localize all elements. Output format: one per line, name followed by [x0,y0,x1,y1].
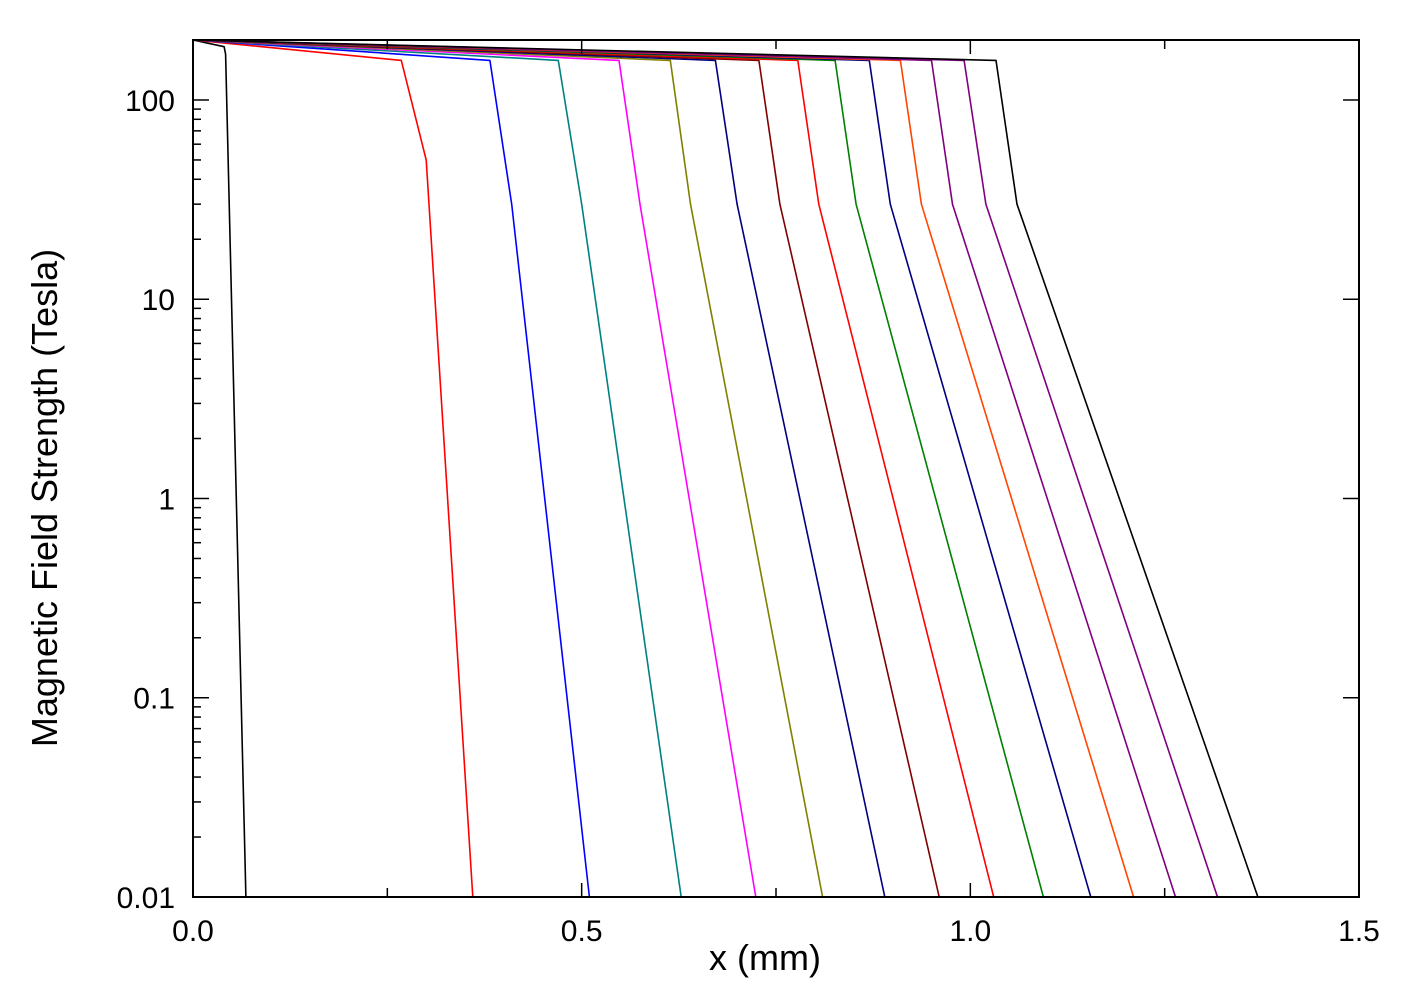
y-tick-label: 10 [142,284,175,317]
x-tick-label: 0.5 [561,915,603,948]
y-tick-label: 0.1 [133,683,175,716]
y-tick-label: 100 [125,85,175,118]
y-tick-label: 1 [158,483,175,516]
series-line-9 [192,39,995,898]
y-tick-label: 0.01 [117,882,175,915]
series-line-11 [192,39,1092,898]
plot-frame [192,39,1360,898]
x-axis-title: x (mm) [709,937,821,978]
series-line-15 [192,39,1259,898]
series-line-4 [192,39,682,898]
series-layer [192,39,1259,898]
y-axis-title: Magnetic Field Strength (Tesla) [24,249,65,747]
series-line-8 [192,39,940,898]
x-tick-label: 1.5 [1338,915,1380,948]
series-line-5 [192,39,757,898]
series-line-1 [192,39,247,898]
series-line-2 [192,39,474,898]
axes-layer: 0.0 0.5 1.0 1.5 0.01 0.1 1 10 100 [117,39,1380,948]
series-line-14 [192,39,1219,898]
x-tick-label: 0.0 [172,915,214,948]
series-line-7 [192,39,886,898]
x-tick-label: 1.0 [949,915,991,948]
series-line-3 [192,39,591,898]
series-line-6 [192,39,824,898]
